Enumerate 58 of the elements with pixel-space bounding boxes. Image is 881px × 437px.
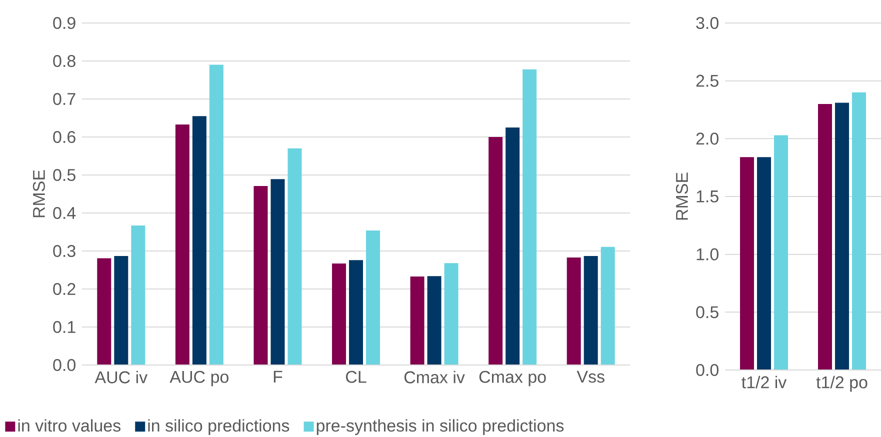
bar: [349, 260, 363, 365]
bar: [488, 136, 503, 365]
bar: [600, 246, 615, 365]
y-axis-title: RMSE: [32, 170, 45, 218]
y-tick-label: 1.0: [696, 248, 718, 260]
bar: [131, 226, 146, 365]
y-tick-label: 0.4: [53, 206, 76, 220]
bar: [97, 258, 112, 365]
legend-label: in silico predictions: [148, 419, 290, 436]
y-tick-label: 3.0: [696, 16, 718, 30]
x-tick-label: t1/2 po: [816, 376, 868, 392]
bar: [366, 230, 380, 365]
y-axis-title: RMSE: [676, 172, 688, 220]
bar: [774, 135, 788, 370]
y-tick-label: 0.0: [696, 364, 718, 376]
bar: [209, 64, 224, 365]
bar: [740, 157, 754, 370]
bar: [852, 92, 866, 370]
bar: [584, 256, 598, 365]
y-tick-label: 0.0: [53, 358, 76, 372]
bar: [427, 276, 442, 365]
legend-label: pre-synthesis in silico predictions: [316, 419, 564, 436]
bar: [332, 264, 346, 365]
bar: [254, 186, 268, 365]
bar: [192, 116, 206, 365]
bar: [566, 257, 581, 365]
y-tick-label: 0.8: [53, 54, 76, 68]
y-tick-label: 0.6: [53, 130, 76, 144]
y-tick-label: 0.5: [696, 306, 718, 318]
x-tick-label: CL: [346, 370, 366, 383]
x-tick-label: t1/2 iv: [742, 376, 787, 388]
y-tick-label: 1.5: [696, 190, 718, 202]
y-tick-label: 0.7: [53, 92, 76, 106]
y-tick-label: 0.1: [53, 320, 76, 334]
bar: [175, 124, 190, 365]
y-tick-label: 0.2: [53, 282, 76, 296]
bar: [270, 179, 285, 365]
x-tick-label: Vss: [576, 370, 604, 383]
y-tick-label: 2.0: [696, 132, 718, 145]
bar: [522, 69, 537, 365]
bar: [410, 276, 424, 365]
y-tick-label: 0.9: [53, 16, 76, 30]
x-tick-label: AUC po: [170, 370, 228, 386]
y-tick-label: 0.5: [53, 168, 76, 182]
bar: [114, 256, 128, 365]
bar: [444, 263, 458, 365]
bar: [506, 127, 520, 365]
x-tick-label: F: [274, 370, 282, 383]
bar: [288, 148, 302, 365]
y-tick-label: 2.5: [696, 74, 718, 87]
legend-label: in vitro values: [18, 419, 120, 432]
x-tick-label: Cmax iv: [404, 370, 465, 384]
x-tick-label: AUC iv: [94, 370, 148, 384]
bar: [835, 102, 850, 370]
bar: [818, 104, 832, 370]
bar: [757, 157, 772, 370]
y-tick-label: 0.3: [53, 244, 76, 258]
x-tick-label: Cmax po: [479, 370, 546, 386]
